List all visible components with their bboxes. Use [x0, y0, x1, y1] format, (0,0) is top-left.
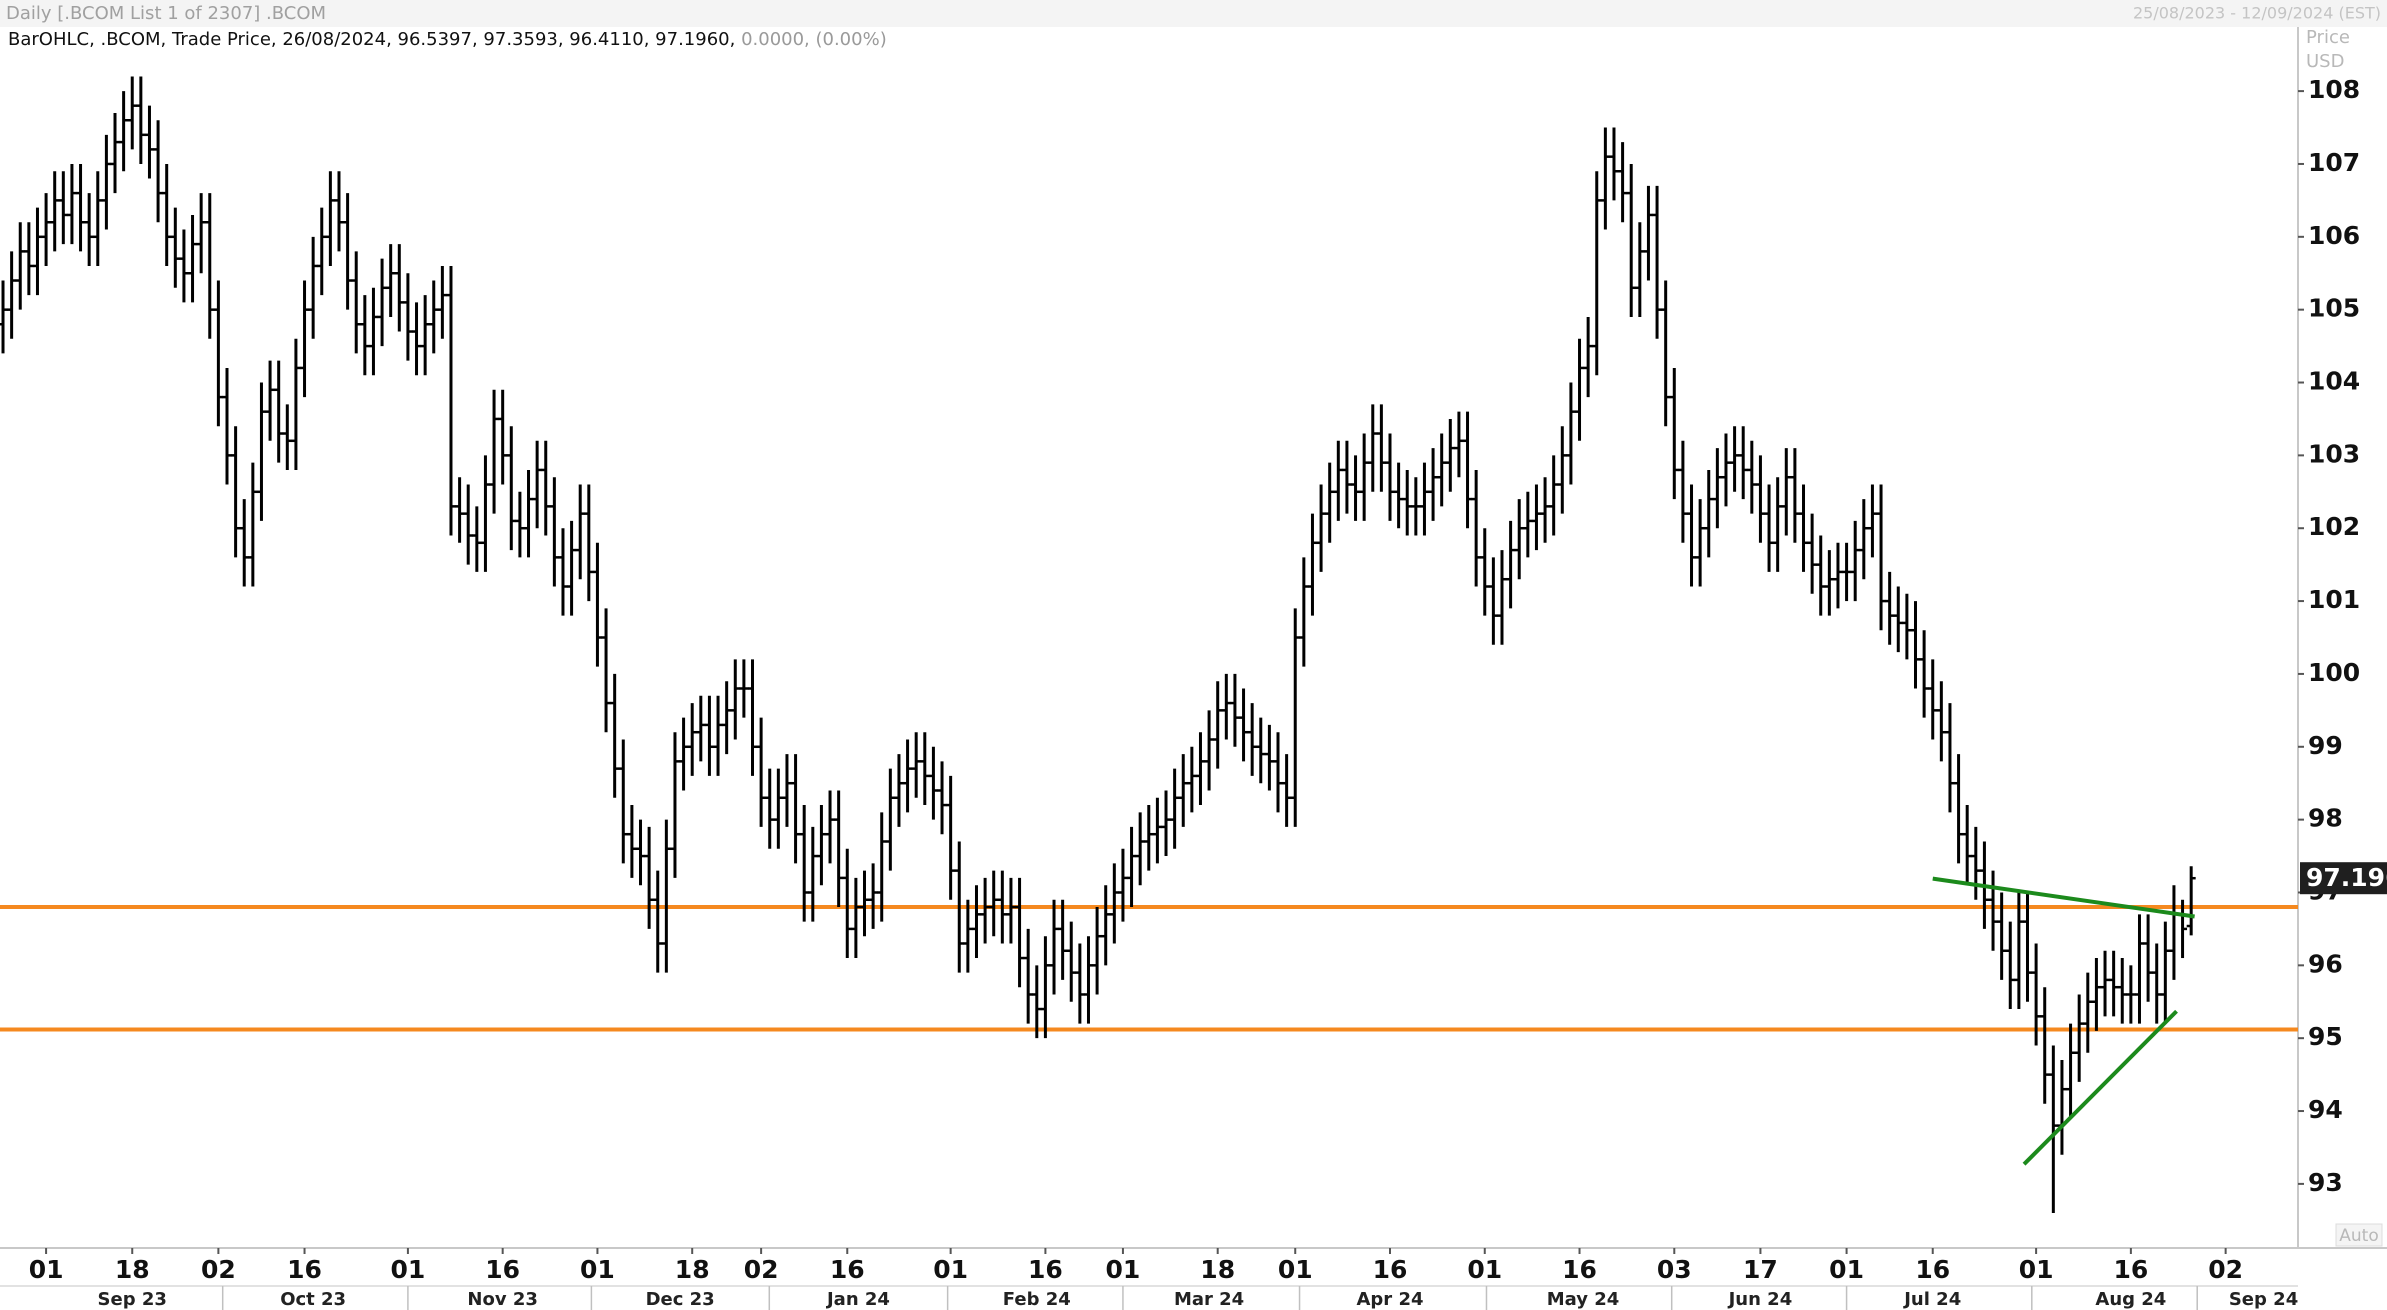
y-tick-label: 95 — [2308, 1022, 2343, 1051]
x-tick-label: 02 — [2208, 1255, 2243, 1284]
month-label: Dec 23 — [646, 1289, 715, 1310]
axis-unit: USD — [2306, 51, 2344, 72]
x-tick-label: 18 — [1200, 1255, 1235, 1284]
x-tick-label: 01 — [2019, 1255, 2054, 1284]
y-tick-label: 94 — [2308, 1095, 2343, 1124]
month-label: Sep 24 — [2229, 1289, 2298, 1310]
y-tick-label: 96 — [2308, 949, 2343, 978]
y-tick-label: 99 — [2308, 731, 2343, 760]
month-label: Apr 24 — [1356, 1289, 1423, 1310]
y-tick-label: 108 — [2308, 75, 2360, 104]
header-change: 0.0000, (0.00%) — [741, 29, 887, 50]
scale-mode-box[interactable] — [2335, 1223, 2383, 1247]
trendline — [2022, 1009, 2178, 1166]
x-tick-label: 16 — [1562, 1255, 1597, 1284]
x-tick-label: 16 — [287, 1255, 322, 1284]
y-tick-label: 104 — [2308, 367, 2360, 396]
x-tick-label: 17 — [1743, 1255, 1778, 1284]
x-tick-label: 01 — [1467, 1255, 1502, 1284]
window-title: Daily [.BCOM List 1 of 2307] .BCOM — [6, 3, 326, 24]
y-tick-label: 101 — [2308, 585, 2360, 614]
scale-mode[interactable]: Auto — [2339, 1226, 2378, 1246]
x-tick-label: 18 — [675, 1255, 710, 1284]
top-bar — [0, 0, 2387, 27]
x-tick-label: 03 — [1657, 1255, 1692, 1284]
axis-title: Price — [2306, 27, 2350, 48]
x-tick-label: 16 — [830, 1255, 865, 1284]
x-tick-label: 01 — [391, 1255, 426, 1284]
header-values: BarOHLC, .BCOM, Trade Price, 26/08/2024,… — [8, 29, 735, 50]
y-tick-label: 100 — [2308, 658, 2360, 687]
y-tick-label: 93 — [2308, 1168, 2343, 1197]
x-tick-label: 16 — [1028, 1255, 1063, 1284]
x-tick-label: 01 — [1278, 1255, 1313, 1284]
month-label: Feb 24 — [1003, 1289, 1071, 1310]
x-tick-label: 02 — [201, 1255, 236, 1284]
x-tick-label: 16 — [485, 1255, 520, 1284]
x-tick-label: 02 — [744, 1255, 779, 1284]
month-label: Jul 24 — [1902, 1289, 1961, 1310]
y-tick-label: 102 — [2308, 512, 2360, 541]
x-tick-label: 16 — [1373, 1255, 1408, 1284]
month-label: Mar 24 — [1174, 1289, 1244, 1310]
y-tick-label: 105 — [2308, 294, 2360, 323]
month-label: May 24 — [1547, 1289, 1620, 1310]
last-price-label: 97.196 — [2306, 863, 2387, 892]
x-tick-label: 01 — [580, 1255, 615, 1284]
month-label: Sep 23 — [98, 1289, 167, 1310]
y-tick-label: 98 — [2308, 804, 2343, 833]
x-tick-label: 16 — [2113, 1255, 2148, 1284]
x-tick-label: 01 — [1829, 1255, 1864, 1284]
x-tick-label: 18 — [115, 1255, 150, 1284]
x-tick-label: 16 — [1915, 1255, 1950, 1284]
x-tick-label: 01 — [933, 1255, 968, 1284]
series-header: BarOHLC, .BCOM, Trade Price, 26/08/2024,… — [8, 29, 887, 50]
y-tick-label: 107 — [2308, 148, 2360, 177]
month-label: Nov 23 — [467, 1289, 537, 1310]
y-tick-label: 103 — [2308, 439, 2360, 468]
month-label: Jan 24 — [825, 1289, 890, 1310]
month-label: Aug 24 — [2095, 1289, 2166, 1310]
month-label: Oct 23 — [280, 1289, 346, 1310]
month-label: Jun 24 — [1727, 1289, 1793, 1310]
x-tick-label: 01 — [1106, 1255, 1141, 1284]
trendline — [1932, 876, 2195, 919]
date-range: 25/08/2023 - 12/09/2024 (EST) — [2133, 4, 2381, 23]
y-tick-label: 106 — [2308, 221, 2360, 250]
last-price-box — [2300, 862, 2387, 895]
x-tick-label: 01 — [29, 1255, 64, 1284]
